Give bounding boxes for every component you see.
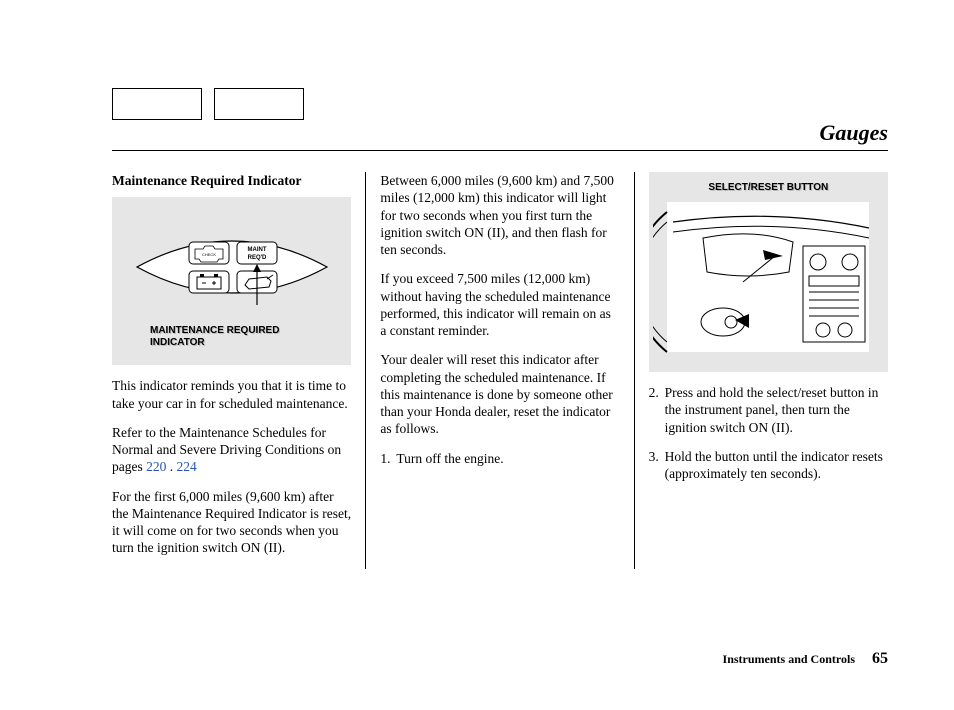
nav-boxes [112, 88, 304, 120]
step-item: 3. Hold the button until the indicator r… [649, 448, 888, 483]
page-footer: Instruments and Controls 65 [723, 650, 888, 668]
nav-box[interactable] [112, 88, 202, 120]
page-link[interactable]: 224 [177, 459, 197, 474]
indicator-figure: CHECK MAINT REQ'D MA [112, 197, 351, 365]
column-1: Maintenance Required Indicator CHECK MAI… [112, 172, 365, 569]
dashboard-figure: SELECT/RESET BUTTON [649, 172, 888, 372]
step-item: 2. Press and hold the select/reset butto… [649, 384, 888, 436]
column-3: SELECT/RESET BUTTON 2. Press and hold th… [634, 172, 888, 569]
text: . [166, 459, 176, 474]
svg-text:MAINT: MAINT [247, 247, 266, 253]
figure-caption: MAINTENANCE REQUIRED INDICATOR [150, 325, 310, 349]
dashboard-diagram [653, 172, 883, 372]
paragraph: For the first 6,000 miles (9,600 km) aft… [112, 488, 351, 557]
step-text: Hold the button until the indicator rese… [665, 448, 888, 483]
section-name: Instruments and Controls [723, 652, 855, 666]
page-number: 65 [872, 650, 888, 667]
nav-box[interactable] [214, 88, 304, 120]
paragraph: If you exceed 7,500 miles (12,000 km) wi… [380, 270, 619, 339]
page-title: Gauges [820, 120, 888, 146]
paragraph: Refer to the Maintenance Schedules for N… [112, 424, 351, 476]
step-number: 1. [380, 450, 396, 467]
paragraph: Your dealer will reset this indicator af… [380, 351, 619, 437]
page-link[interactable]: 220 [146, 459, 166, 474]
step-text: Turn off the engine. [396, 450, 619, 467]
step-item: 1. Turn off the engine. [380, 450, 619, 467]
step-text: Press and hold the select/reset button i… [665, 384, 888, 436]
subheading: Maintenance Required Indicator [112, 172, 351, 189]
paragraph: This indicator reminds you that it is ti… [112, 377, 351, 412]
svg-text:CHECK: CHECK [202, 252, 216, 257]
svg-text:REQ'D: REQ'D [247, 255, 266, 261]
paragraph: Between 6,000 miles (9,600 km) and 7,500… [380, 172, 619, 258]
step-number: 3. [649, 448, 665, 483]
column-2: Between 6,000 miles (9,600 km) and 7,500… [365, 172, 633, 569]
step-number: 2. [649, 384, 665, 436]
figure-caption: SELECT/RESET BUTTON [649, 182, 888, 194]
divider [112, 150, 888, 151]
